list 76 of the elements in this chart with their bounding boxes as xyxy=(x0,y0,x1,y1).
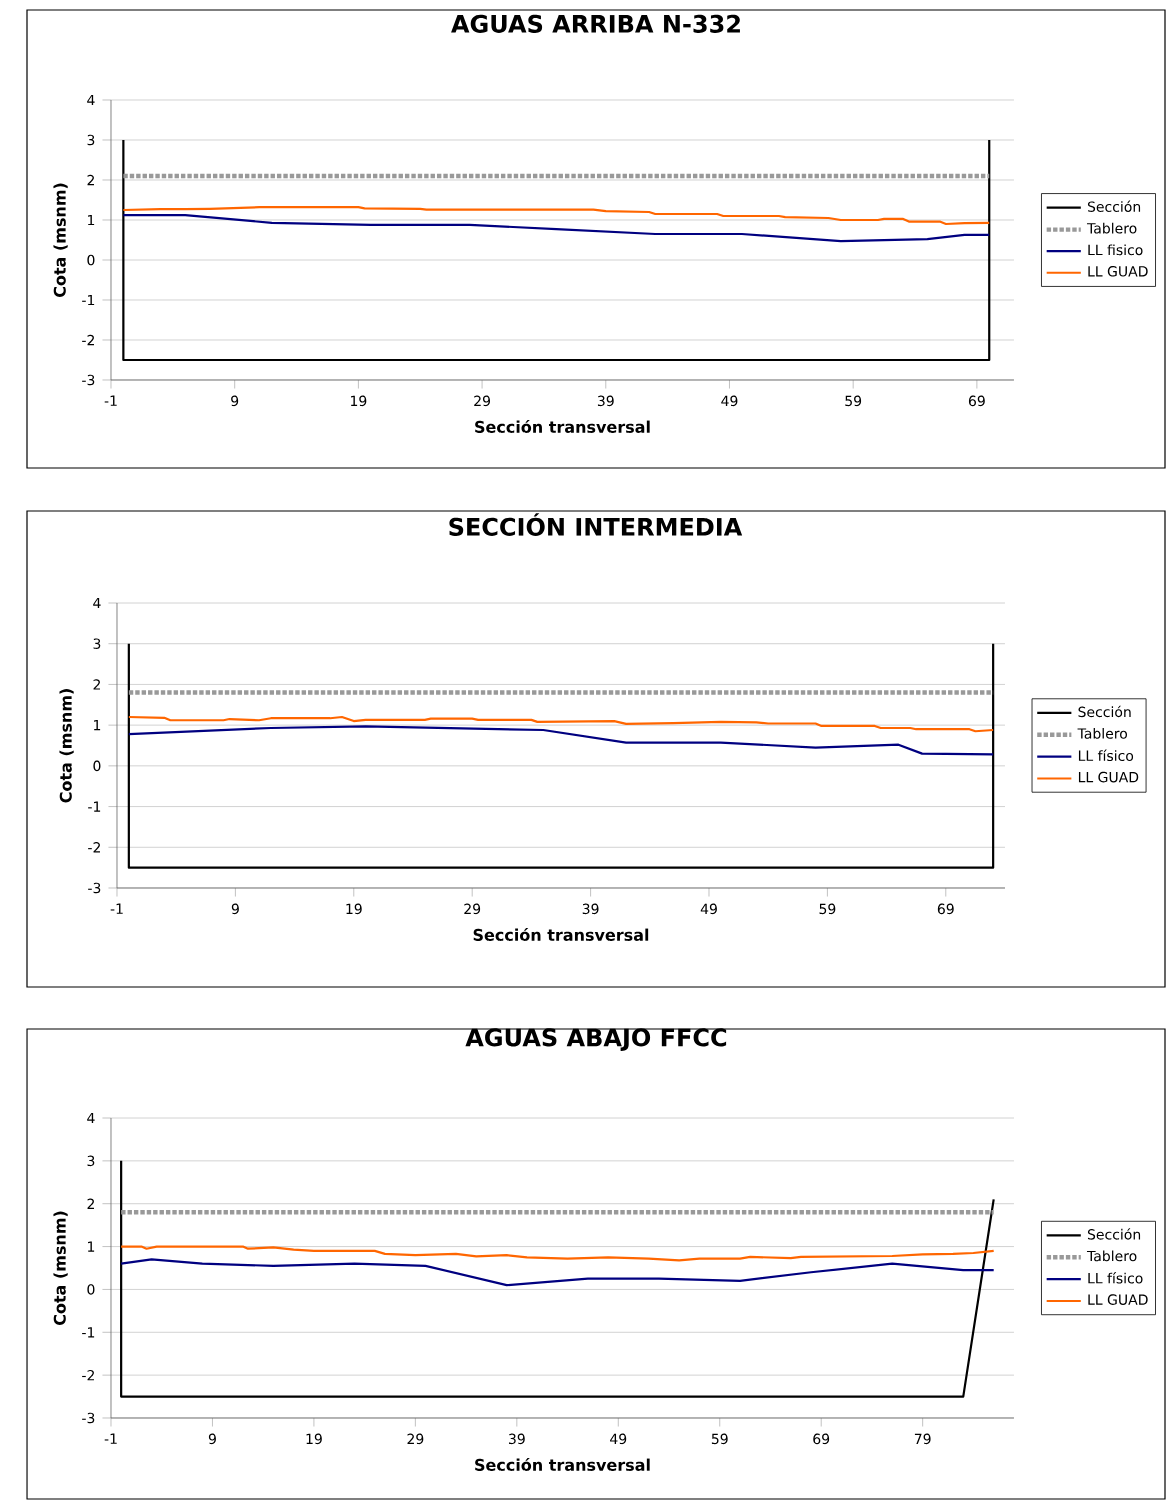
legend-label: Sección xyxy=(1087,200,1141,212)
x-tick-label: -1 xyxy=(104,1433,117,1444)
legend-label: Tablero xyxy=(1086,222,1137,234)
x-tick-label: 19 xyxy=(346,903,362,915)
legend-label: LL físico xyxy=(1078,749,1134,761)
y-tick-label: 2 xyxy=(87,1198,94,1209)
x-axis-title: Sección transversal xyxy=(473,927,649,941)
y-tick-label: -2 xyxy=(82,1369,94,1381)
legend-label: LL GUAD xyxy=(1078,771,1139,783)
y-axis-title: Cota (msnm) xyxy=(59,689,74,803)
y-tick-label: -3 xyxy=(82,374,95,386)
legend-label: LL físico xyxy=(1088,1272,1143,1284)
x-tick-label: 69 xyxy=(937,903,954,915)
line-series xyxy=(120,1258,995,1287)
x-tick-label: 9 xyxy=(231,903,239,915)
x-axis-title: Sección transversal xyxy=(475,419,650,433)
x-tick-label: 69 xyxy=(813,1433,830,1445)
x-tick-label: 39 xyxy=(597,395,614,407)
x-tick-label: 49 xyxy=(721,395,738,407)
x-tick-label: 9 xyxy=(231,395,239,407)
y-axis-title: Cota (msnm) xyxy=(53,183,68,298)
y-tick-label: -2 xyxy=(88,842,100,853)
y-tick-label: 1 xyxy=(88,1241,95,1252)
x-tick-label: 19 xyxy=(306,1433,322,1445)
y-tick-label: -3 xyxy=(88,882,101,894)
legend-label: Tablero xyxy=(1077,727,1128,739)
y-tick-label: 2 xyxy=(93,679,100,690)
x-tick-label: -1 xyxy=(110,903,123,914)
x-tick-label: 29 xyxy=(474,395,490,407)
y-tick-label: -1 xyxy=(82,1327,95,1338)
x-tick-label: 49 xyxy=(700,903,717,915)
y-tick-label: 4 xyxy=(87,94,95,106)
x-tick-label: 59 xyxy=(819,903,836,915)
x-tick-label: 79 xyxy=(914,1433,931,1445)
legend-label: LL GUAD xyxy=(1088,266,1148,277)
legend-label: LL fisico xyxy=(1088,244,1143,256)
x-tick-label: 9 xyxy=(208,1433,216,1445)
y-tick-label: -1 xyxy=(82,294,95,306)
x-tick-label: 29 xyxy=(407,1433,424,1445)
line-series xyxy=(122,214,991,243)
y-tick-label: 0 xyxy=(87,254,95,266)
x-tick-label: 49 xyxy=(610,1433,627,1445)
x-tick-label: -1 xyxy=(104,395,117,406)
x-axis-title: Sección transversal xyxy=(475,1457,650,1471)
y-tick-label: 2 xyxy=(87,174,94,186)
x-tick-label: 59 xyxy=(845,395,862,407)
line-series xyxy=(127,715,995,733)
y-tick-label: -2 xyxy=(82,334,94,346)
chart-title: AGUAS ABAJO FFCC xyxy=(465,1028,727,1051)
y-tick-label: 0 xyxy=(87,1284,95,1295)
y-tick-label: -3 xyxy=(82,1412,95,1424)
line-series xyxy=(127,725,995,756)
y-tick-label: 4 xyxy=(87,1112,95,1124)
y-tick-label: 0 xyxy=(93,760,101,772)
x-tick-label: 59 xyxy=(711,1433,728,1445)
y-tick-label: 4 xyxy=(93,597,101,609)
y-tick-label: 3 xyxy=(93,638,101,649)
y-tick-label: 3 xyxy=(87,1155,95,1167)
x-tick-label: 39 xyxy=(582,903,599,915)
y-tick-label: 3 xyxy=(87,134,95,146)
legend-label: Tablero xyxy=(1086,1250,1137,1262)
y-tick-label: 1 xyxy=(94,720,101,731)
x-tick-label: 29 xyxy=(464,903,481,915)
line-series xyxy=(120,1245,995,1262)
line-series xyxy=(122,206,991,226)
legend-label: Sección xyxy=(1087,1228,1141,1240)
y-tick-label: 1 xyxy=(88,214,95,226)
legend-label: LL GUAD xyxy=(1088,1294,1148,1305)
x-tick-label: 39 xyxy=(508,1433,525,1445)
legend-label: Sección xyxy=(1078,705,1131,718)
x-tick-label: 69 xyxy=(968,395,985,407)
chart-title: SECCIÓN INTERMEDIA xyxy=(449,513,743,536)
y-tick-label: -1 xyxy=(88,801,101,812)
x-tick-label: 19 xyxy=(351,395,367,407)
chart-title: AGUAS ARRIBA N-332 xyxy=(451,14,740,33)
y-axis-title: Cota (msnm) xyxy=(53,1211,68,1326)
